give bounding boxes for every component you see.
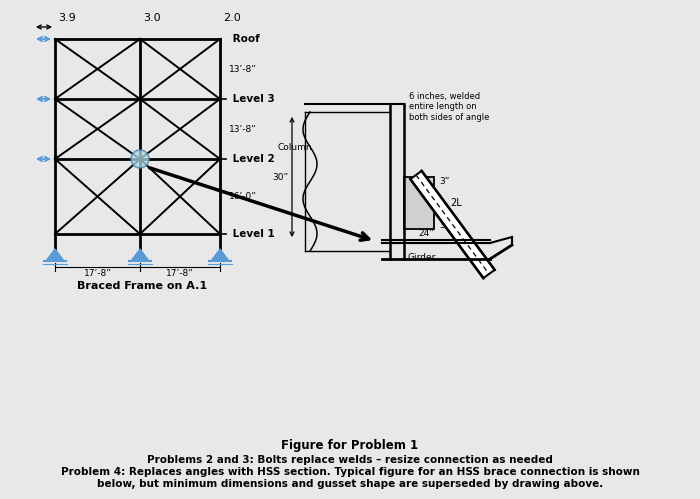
Text: Column: Column <box>278 143 312 152</box>
Text: 17’-8”: 17’-8” <box>83 269 111 278</box>
Text: 30”: 30” <box>272 173 288 182</box>
Text: 2L: 2L <box>450 198 462 208</box>
Text: 3.9: 3.9 <box>58 13 76 23</box>
Text: 13’-8”: 13’-8” <box>229 64 257 73</box>
Text: Roof: Roof <box>229 34 260 44</box>
Text: 3.0: 3.0 <box>143 13 160 23</box>
Text: Level 1: Level 1 <box>229 229 274 239</box>
Text: Problem 4: Replaces angles with HSS section. Typical figure for an HSS brace con: Problem 4: Replaces angles with HSS sect… <box>61 467 639 477</box>
Text: Braced Frame on A.1: Braced Frame on A.1 <box>78 281 208 291</box>
Text: Problems 2 and 3: Bolts replace welds – resize connection as needed: Problems 2 and 3: Bolts replace welds – … <box>147 455 553 465</box>
Polygon shape <box>46 249 64 261</box>
Polygon shape <box>131 249 149 261</box>
Text: 24”: 24” <box>418 229 434 238</box>
Text: Level 2: Level 2 <box>229 154 274 164</box>
Text: Girder: Girder <box>408 253 436 262</box>
Polygon shape <box>410 171 495 278</box>
Text: below, but minimum dimensions and gusset shape are superseded by drawing above.: below, but minimum dimensions and gusset… <box>97 479 603 489</box>
Text: 17’-8”: 17’-8” <box>166 269 194 278</box>
Text: 6 inches, welded
entire length on
both sides of angle: 6 inches, welded entire length on both s… <box>409 92 489 122</box>
Text: Level 3: Level 3 <box>229 94 274 104</box>
Text: 13’-8”: 13’-8” <box>229 124 257 134</box>
Polygon shape <box>211 249 229 261</box>
Text: 3”: 3” <box>439 221 449 230</box>
Text: 3”: 3” <box>439 177 449 186</box>
Circle shape <box>131 150 149 168</box>
Text: 16’-0”: 16’-0” <box>229 192 257 201</box>
Text: 2.0: 2.0 <box>223 13 241 23</box>
Text: Figure for Problem 1: Figure for Problem 1 <box>281 439 419 452</box>
Polygon shape <box>404 177 434 229</box>
